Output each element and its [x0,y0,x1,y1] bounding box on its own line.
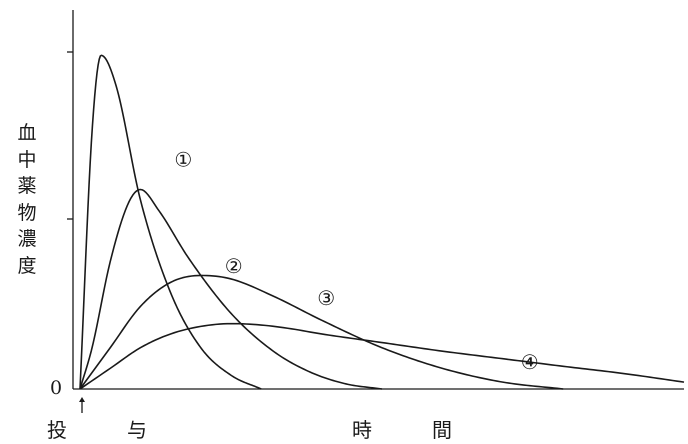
y-zero-label: 0 [50,377,63,399]
x-axis-label: 時 間 [352,418,472,442]
curve-label-1: ① [174,148,192,172]
curve-3 [79,274,564,390]
administration-arrow-icon [79,397,85,413]
curve-1 [79,54,262,390]
x-start-label: 投 与 [47,418,167,442]
curve-2 [79,188,383,390]
curve-label-4: ④ [521,350,539,374]
y-axis-label: 血中薬物濃度 [17,122,37,277]
curve-4 [79,322,685,390]
curve-label-2: ② [225,254,243,278]
curve-label-3: ③ [317,286,335,310]
